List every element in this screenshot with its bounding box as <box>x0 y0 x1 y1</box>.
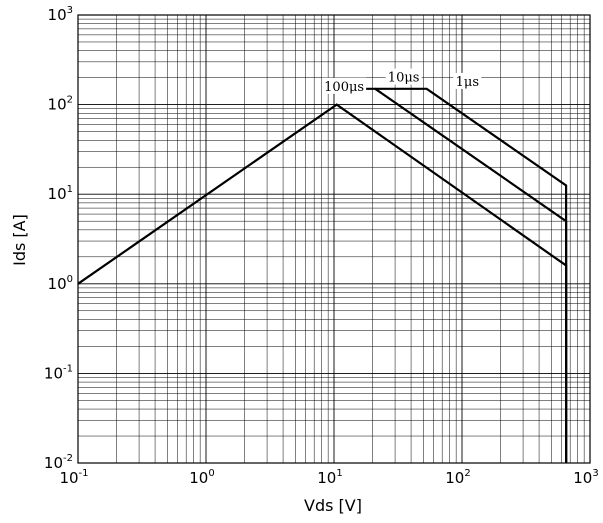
annotation-label: 1μs <box>456 75 479 90</box>
annotation-box <box>385 68 422 85</box>
y-tick-label: 10-2 <box>44 453 73 472</box>
y-axis-label: Ids [A] <box>10 214 29 266</box>
plot-frame <box>77 14 591 464</box>
y-tick-label: 102 <box>48 95 73 114</box>
y-axis-ticks: 10-2 10-1 100 101 102 103 <box>44 5 73 472</box>
x-tick-label: 10-1 <box>59 468 88 487</box>
y-tick-label: 103 <box>48 5 73 24</box>
annotation-label: 10μs <box>388 71 420 86</box>
series-lines <box>77 87 568 463</box>
grid <box>78 15 590 463</box>
x-axis-label: Vds [V] <box>304 496 362 515</box>
annotation-label: 100μs <box>324 80 364 95</box>
y-tick-label: 10-1 <box>44 363 73 382</box>
x-tick-label: 103 <box>573 468 598 487</box>
x-tick-label: 102 <box>445 468 470 487</box>
x-tick-label: 101 <box>317 468 342 487</box>
y-tick-label: 100 <box>48 274 73 293</box>
annotation-box <box>322 77 367 94</box>
annotations: 100μs 10μs 1μs <box>322 68 482 95</box>
x-axis-ticks: 10-1 100 101 102 103 <box>59 468 598 487</box>
y-tick-label: 101 <box>48 184 73 203</box>
x-tick-label: 100 <box>189 468 214 487</box>
series-line-3 <box>375 87 568 463</box>
annotation-box <box>453 72 482 89</box>
